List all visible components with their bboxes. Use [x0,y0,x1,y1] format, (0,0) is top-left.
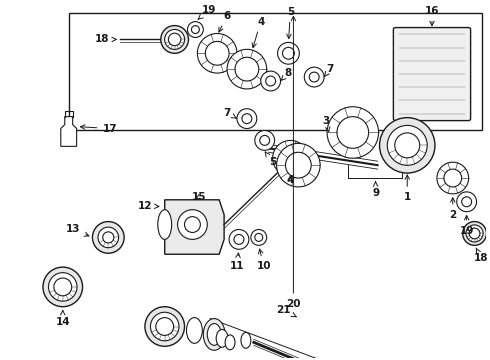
Text: 18: 18 [474,248,489,263]
Circle shape [103,232,114,243]
Circle shape [49,273,77,301]
Text: 19: 19 [198,5,217,19]
Text: 4: 4 [252,17,265,48]
Circle shape [283,48,294,59]
Circle shape [251,229,267,245]
Circle shape [437,162,468,194]
Circle shape [98,227,119,248]
Circle shape [272,140,308,176]
Circle shape [444,169,462,187]
Text: 3: 3 [322,116,330,131]
Circle shape [161,26,189,53]
Text: 4: 4 [287,175,294,185]
Circle shape [261,71,281,91]
Text: 2: 2 [449,198,456,220]
Circle shape [43,267,82,307]
Text: 1: 1 [404,175,411,202]
Circle shape [145,307,185,346]
Text: 5: 5 [287,7,294,39]
Circle shape [177,210,207,239]
Circle shape [197,33,237,73]
Ellipse shape [158,210,172,239]
Circle shape [469,228,480,239]
Circle shape [185,217,200,233]
Text: 15: 15 [192,192,207,202]
Circle shape [229,229,249,249]
Text: 7: 7 [324,64,334,77]
Polygon shape [61,117,76,147]
Circle shape [205,41,229,65]
Circle shape [234,234,244,244]
Circle shape [54,278,72,296]
Circle shape [327,107,379,158]
Text: 14: 14 [55,310,70,327]
Bar [69,13,482,130]
Circle shape [156,318,173,336]
Circle shape [266,76,275,86]
Circle shape [227,49,267,89]
Circle shape [192,26,199,33]
Circle shape [260,135,270,145]
Circle shape [237,109,257,129]
FancyBboxPatch shape [393,28,470,121]
Ellipse shape [225,335,235,350]
Circle shape [457,192,477,212]
Circle shape [463,221,487,245]
Circle shape [235,57,259,81]
Circle shape [277,42,299,64]
Circle shape [255,131,274,150]
Text: 9: 9 [372,182,379,198]
Circle shape [380,118,435,173]
Circle shape [255,233,263,241]
Circle shape [150,312,179,341]
Polygon shape [165,200,224,254]
Ellipse shape [187,318,202,343]
Circle shape [337,117,368,148]
Text: 7: 7 [223,108,236,118]
Text: 11: 11 [230,253,244,271]
Text: 16: 16 [425,6,439,26]
Text: 21: 21 [276,305,296,317]
Circle shape [304,67,324,87]
Text: 10: 10 [256,249,271,271]
Text: 6: 6 [219,11,231,32]
Text: 12: 12 [137,201,159,211]
Circle shape [169,33,181,46]
Circle shape [165,30,185,49]
Circle shape [276,143,320,187]
Text: 18: 18 [95,35,116,44]
Text: 19: 19 [460,216,474,235]
Circle shape [242,114,252,123]
Ellipse shape [241,332,251,348]
Circle shape [466,225,483,242]
Circle shape [387,125,427,165]
Circle shape [188,22,203,37]
Ellipse shape [207,324,221,345]
Text: 17: 17 [80,123,117,134]
Circle shape [309,72,319,82]
Text: 8: 8 [281,68,292,80]
Ellipse shape [203,319,225,350]
Circle shape [281,148,300,168]
Circle shape [462,197,471,207]
Circle shape [286,152,311,178]
Circle shape [395,133,420,158]
Circle shape [93,221,124,253]
Text: 5: 5 [265,152,276,167]
Text: 20: 20 [286,16,301,309]
Ellipse shape [216,329,228,347]
Text: 13: 13 [66,225,89,236]
